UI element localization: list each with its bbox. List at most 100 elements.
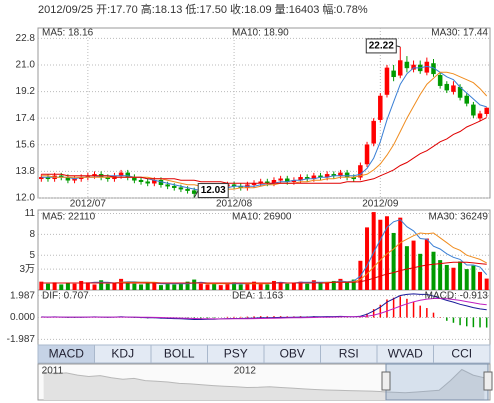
volume-bar xyxy=(52,282,57,290)
tab-label: OBV xyxy=(280,347,305,361)
volume-bar xyxy=(152,282,157,290)
ma-line xyxy=(41,117,487,184)
navigator-handle[interactable] xyxy=(381,371,391,391)
volume-bar xyxy=(404,246,409,290)
candle-body xyxy=(378,95,383,120)
volume-bar xyxy=(165,283,170,290)
volume-bar xyxy=(265,284,270,290)
indicator-tab[interactable]: CCI xyxy=(433,344,491,364)
y-tick-label: 5 xyxy=(29,250,35,261)
volume-bar xyxy=(418,253,423,290)
candle-body xyxy=(471,104,476,116)
indicator-tab[interactable]: RSI xyxy=(320,344,378,364)
volume-bar xyxy=(365,227,370,290)
candle-body xyxy=(364,144,370,165)
candle-body xyxy=(451,85,456,92)
volume-bar xyxy=(232,282,237,290)
volume-bar xyxy=(79,280,84,290)
volume-bar xyxy=(185,281,190,290)
legend-entry: DIF: 0.707 xyxy=(42,291,89,302)
volume-bar xyxy=(331,280,336,290)
volume-bar xyxy=(59,284,64,290)
annotation-leader xyxy=(396,45,401,48)
candle-body xyxy=(145,181,150,184)
y-tick-label: 3万 xyxy=(19,264,35,275)
volume-bar xyxy=(384,216,389,290)
volume-bar xyxy=(305,283,310,290)
y-tick-label: 1.987 xyxy=(10,290,35,301)
legend-entry: MA10: 18.90 xyxy=(232,28,289,39)
y-tick-label: 17.4 xyxy=(16,113,36,124)
volume-bar xyxy=(378,219,383,290)
volume-bar xyxy=(345,281,350,290)
legend-entry: MA30: 36249 xyxy=(429,212,489,223)
indicator-tab[interactable]: MACD xyxy=(37,344,95,364)
tab-background xyxy=(433,344,491,364)
volume-bar xyxy=(444,264,449,290)
y-tick-label: 21.0 xyxy=(16,60,36,71)
price-panel xyxy=(37,27,491,199)
candle-body xyxy=(404,61,410,69)
volume-bar xyxy=(105,283,110,290)
navigator-handle[interactable] xyxy=(483,371,493,391)
tab-label: MACD xyxy=(49,347,85,361)
volume-bar xyxy=(458,261,463,290)
y-tick-label: 19.2 xyxy=(16,86,36,97)
candle-body xyxy=(437,75,443,86)
candle-body xyxy=(444,83,450,91)
candle-body xyxy=(411,64,416,70)
volume-bar xyxy=(278,282,283,290)
tab-label: CCI xyxy=(451,347,472,361)
volume-bar xyxy=(298,281,303,290)
legend-entry: DEA: 1.163 xyxy=(232,291,284,302)
candle-body xyxy=(278,178,283,181)
navigator-label: 2011 xyxy=(42,366,64,377)
candle-body xyxy=(344,172,350,178)
volume-bar xyxy=(271,280,276,290)
volume-bar xyxy=(291,283,296,290)
annotation-box xyxy=(197,183,229,199)
y-tick-label: 22.8 xyxy=(16,33,36,44)
volume-bar xyxy=(398,217,403,290)
volume-bar xyxy=(252,281,257,290)
y-tick-label: 12.0 xyxy=(16,193,36,204)
ma-line xyxy=(41,261,487,284)
volume-bar xyxy=(119,278,124,290)
x-tick-label: 2012/08 xyxy=(216,199,253,210)
annotation-label: 12.03 xyxy=(201,185,226,196)
tab-label: BOLL xyxy=(164,347,195,361)
volume-bar xyxy=(424,238,429,290)
candle-body xyxy=(358,165,363,178)
x-tick-label: 2012/07 xyxy=(70,199,107,210)
indicator-tab[interactable]: OBV xyxy=(263,344,321,364)
indicator-tab[interactable]: KDJ xyxy=(94,344,152,364)
volume-bar xyxy=(125,281,130,290)
volume-bar xyxy=(338,278,343,290)
volume-bar xyxy=(218,285,223,290)
indicator-tab[interactable]: PSY xyxy=(207,344,265,364)
legend-entry: MA5: 22110 xyxy=(42,212,96,223)
volume-bar xyxy=(325,282,330,290)
volume-bar xyxy=(145,283,150,290)
volume-bar xyxy=(238,284,243,290)
candle-body xyxy=(398,60,403,76)
tab-label: PSY xyxy=(224,347,248,361)
candle-body xyxy=(371,120,376,144)
volume-bar xyxy=(212,283,217,290)
volume-bar xyxy=(351,279,356,290)
volume-bar xyxy=(391,232,396,290)
volume-bar xyxy=(158,285,163,290)
indicator-tab[interactable]: BOLL xyxy=(150,344,208,364)
navigator-area xyxy=(43,369,485,400)
volume-bar xyxy=(39,281,44,290)
candle-body xyxy=(178,187,184,190)
legend-entry: MA30: 17.44 xyxy=(431,28,488,39)
volume-bar xyxy=(478,271,483,290)
volume-bar xyxy=(45,283,50,290)
navigator-line xyxy=(43,368,485,394)
tab-label: KDJ xyxy=(111,347,134,361)
volume-bar xyxy=(198,283,203,290)
volume-bar xyxy=(132,283,137,290)
indicator-tab[interactable]: WVAD xyxy=(376,344,434,364)
